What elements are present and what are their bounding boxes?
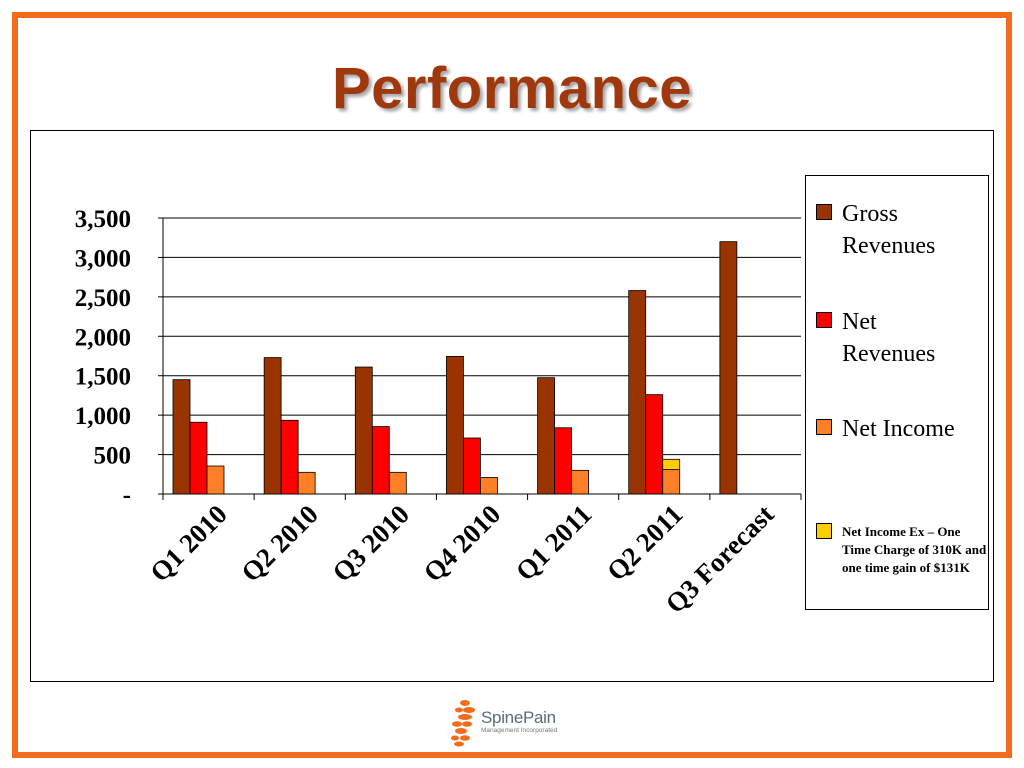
bar-net-income-ex	[662, 458, 681, 470]
x-category-label: Q3 2010	[327, 499, 416, 588]
bar-net-income	[662, 469, 681, 495]
x-category-label: Q1 2010	[144, 499, 233, 588]
y-tick-label: 2,000	[75, 324, 131, 351]
company-logo: SpinePain Management Incorporated	[445, 695, 595, 747]
x-category-label: Q1 2011	[510, 499, 598, 587]
bar-net-income	[480, 477, 498, 495]
bar-net-income	[388, 471, 407, 495]
bar-net-revenues	[463, 437, 481, 495]
x-category-label: Q4 2010	[418, 499, 507, 588]
bar-gross-revenues	[354, 366, 373, 495]
bar-gross-revenues	[628, 290, 647, 495]
y-tick-label: 2,500	[75, 285, 131, 312]
bar-gross-revenues	[537, 377, 555, 495]
legend-swatch-net-revenues	[816, 312, 832, 328]
bar-net-income	[297, 471, 316, 495]
legend-item-gross-revenues: Gross Revenues	[816, 198, 982, 262]
chart-legend: Gross Revenues Net Revenues Net Income N…	[805, 175, 989, 610]
x-category-label: Q2 2011	[601, 499, 689, 587]
y-tick-label: 3,500	[75, 206, 131, 233]
bar-gross-revenues	[446, 355, 464, 495]
slide-title: Performance	[331, 56, 693, 121]
y-tick-label: 1,500	[75, 364, 131, 391]
y-tick-label: 3,000	[75, 245, 131, 272]
x-category-label: Q2 2010	[235, 499, 324, 588]
y-tick-label: 500	[94, 443, 132, 470]
legend-label-net-income: Net Income	[842, 416, 955, 442]
logo-text: SpinePain Management Incorporated	[481, 708, 557, 734]
bar-net-revenues	[189, 421, 208, 495]
legend-item-net-revenues: Net Revenues	[816, 306, 962, 370]
legend-item-net-income-ex: Net Income Ex – One Time Charge of 310K …	[816, 521, 990, 577]
bar-net-income	[571, 469, 589, 495]
bar-net-revenues	[280, 419, 299, 495]
legend-swatch-net-income-ex	[816, 523, 832, 539]
bar-net-revenues	[371, 426, 390, 495]
bar-gross-revenues	[172, 379, 191, 495]
bar-net-income	[206, 465, 225, 495]
bar-gross-revenues	[719, 241, 738, 495]
legend-label-net-income-ex: Net Income Ex – One Time Charge of 310K …	[842, 524, 987, 575]
logo-subtitle: Management Incorporated	[481, 727, 558, 734]
spine-discs-icon	[451, 700, 475, 747]
y-tick-label: 1,000	[75, 403, 131, 430]
legend-swatch-gross-revenues	[816, 204, 832, 220]
legend-item-net-income: Net Income	[816, 413, 992, 445]
legend-swatch-net-income	[816, 419, 832, 435]
bar-net-revenues	[554, 427, 572, 495]
legend-label-net-revenues: Net Revenues	[842, 309, 936, 367]
logo-name: SpinePain	[481, 708, 556, 727]
bar-chart: - 500 1,000 1,500 2,000 2,500 3,000 3,500 Q1 201…	[75, 206, 802, 619]
legend-label-gross-revenues: Gross Revenues	[842, 201, 936, 259]
bar-gross-revenues	[263, 357, 282, 495]
y-tick-label: -	[123, 482, 131, 509]
bar-net-revenues	[645, 394, 664, 495]
